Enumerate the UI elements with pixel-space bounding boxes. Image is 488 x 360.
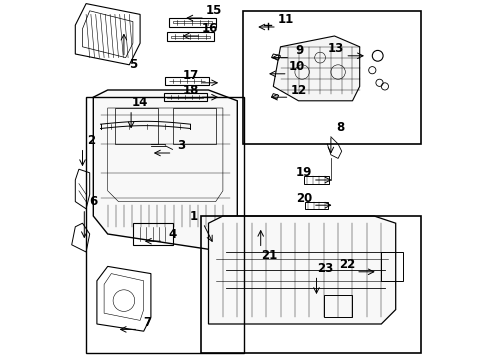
Text: 2: 2 (87, 134, 95, 147)
Text: 7: 7 (143, 316, 151, 329)
Bar (86, 97, 244, 353)
Bar (201, 216, 420, 353)
Text: 9: 9 (294, 44, 303, 57)
Text: 12: 12 (290, 84, 306, 96)
Text: 18: 18 (182, 84, 198, 96)
Bar (165, 77, 208, 85)
Text: 5: 5 (128, 58, 137, 71)
Text: 22: 22 (338, 258, 354, 271)
Text: 8: 8 (335, 121, 344, 134)
Text: 23: 23 (317, 262, 333, 275)
Text: 15: 15 (205, 4, 222, 17)
Polygon shape (93, 90, 237, 252)
Text: 6: 6 (89, 195, 97, 208)
Text: 19: 19 (295, 166, 311, 179)
Bar (167, 97, 203, 98)
Text: 21: 21 (261, 249, 277, 262)
Text: 3: 3 (177, 139, 185, 152)
Text: 14: 14 (132, 96, 148, 109)
Bar (168, 18, 215, 27)
Text: 16: 16 (202, 22, 218, 35)
Bar (170, 36, 210, 37)
Text: 11: 11 (277, 13, 293, 26)
Text: 17: 17 (182, 69, 198, 82)
Text: 4: 4 (168, 228, 176, 240)
Bar (242, 11, 420, 144)
Bar (167, 32, 213, 41)
Bar (172, 108, 215, 144)
Bar (163, 93, 206, 101)
Polygon shape (208, 216, 395, 324)
Text: 1: 1 (190, 210, 198, 222)
Bar (172, 22, 212, 23)
Text: 20: 20 (295, 192, 311, 204)
Polygon shape (273, 36, 359, 101)
Bar (115, 108, 158, 144)
Text: 13: 13 (327, 42, 344, 55)
Text: 10: 10 (288, 60, 304, 73)
